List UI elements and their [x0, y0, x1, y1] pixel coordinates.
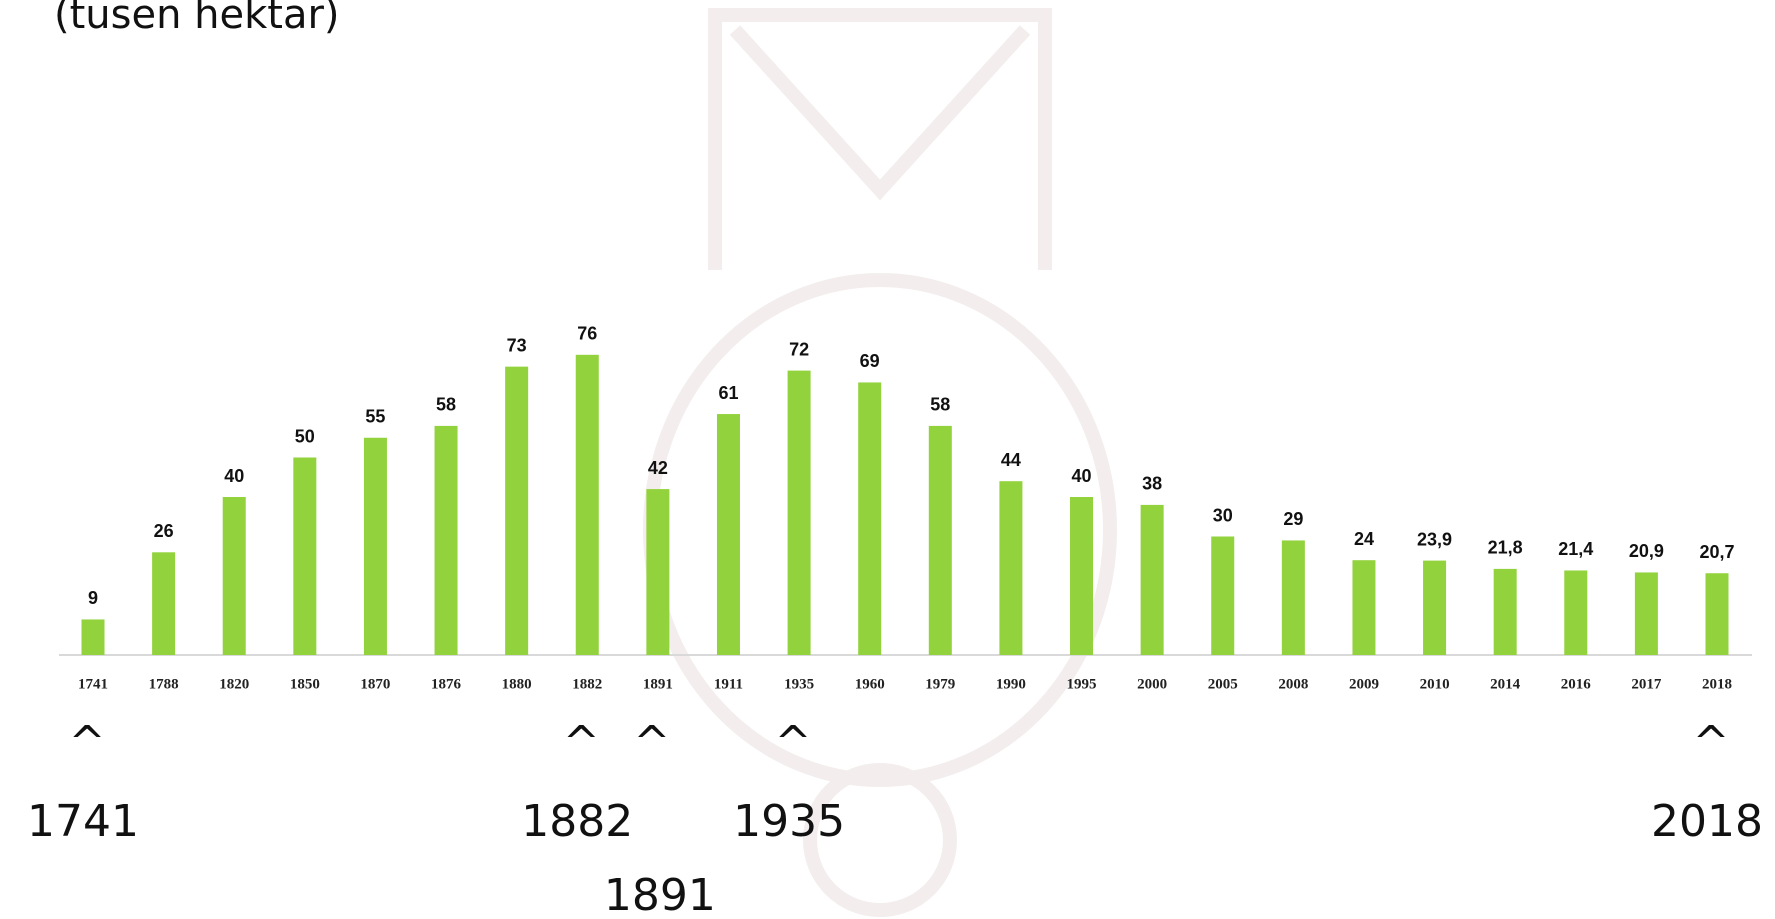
value-label: 61 — [718, 383, 738, 403]
x-tick-label: 1979 — [925, 676, 955, 692]
x-tick-label: 1990 — [996, 676, 1026, 692]
value-label: 20,9 — [1629, 541, 1664, 561]
value-label: 40 — [224, 466, 244, 486]
x-tick-label: 1870 — [360, 676, 390, 692]
x-tick-label: 1880 — [502, 676, 532, 692]
bar — [858, 382, 882, 655]
value-label: 58 — [930, 395, 950, 415]
chart-title: (tusen hektar) — [54, 0, 340, 38]
bar — [1211, 536, 1235, 655]
bar — [434, 425, 458, 655]
annotation-label: 1882 — [521, 796, 633, 847]
bar — [575, 354, 599, 655]
annotation-label: 1935 — [733, 796, 845, 847]
value-label: 69 — [860, 351, 880, 371]
x-tick-label: 1788 — [149, 676, 179, 692]
x-tick-label: 2016 — [1561, 676, 1592, 692]
bar — [1423, 560, 1447, 655]
x-tick-label: 1911 — [714, 676, 743, 692]
value-label: 23,9 — [1417, 529, 1452, 549]
bar — [787, 370, 811, 655]
annotation-marker: ^ — [563, 717, 600, 768]
bar — [293, 457, 317, 655]
value-label: 21,4 — [1558, 539, 1593, 559]
value-label: 50 — [295, 426, 315, 446]
annotation-label: 1891 — [604, 870, 716, 919]
value-label: 40 — [1072, 466, 1092, 486]
value-label: 44 — [1001, 450, 1021, 470]
bar — [1705, 573, 1729, 655]
value-label: 55 — [365, 407, 385, 427]
x-tick-label: 1935 — [784, 676, 814, 692]
value-label: 30 — [1213, 505, 1233, 525]
x-tick-label: 1876 — [431, 676, 462, 692]
value-label: 58 — [436, 395, 456, 415]
annotation-label: 1741 — [27, 796, 139, 847]
annotation-label: 2018 — [1651, 796, 1763, 847]
bar — [1070, 497, 1094, 655]
annotation-marker: ^ — [1693, 717, 1730, 768]
annotation-marker: ^ — [775, 717, 812, 768]
bar — [928, 425, 952, 655]
bar — [1564, 570, 1588, 655]
annotation-marker: ^ — [69, 717, 106, 768]
value-label: 20,7 — [1699, 542, 1734, 562]
x-tick-label: 1891 — [643, 676, 673, 692]
bar — [1634, 572, 1658, 655]
x-tick-label: 1741 — [78, 676, 108, 692]
bar — [152, 552, 176, 655]
bar — [81, 619, 105, 655]
bar — [1140, 504, 1164, 655]
bar — [505, 366, 529, 655]
x-tick-label: 2000 — [1137, 676, 1167, 692]
x-tick-label: 2005 — [1208, 676, 1238, 692]
annotation-marker: ^ — [633, 717, 670, 768]
bar — [646, 489, 670, 655]
value-label: 24 — [1354, 529, 1374, 549]
bar — [222, 497, 246, 655]
x-tick-label: 2010 — [1420, 676, 1450, 692]
value-label: 9 — [88, 588, 98, 608]
value-label: 21,8 — [1488, 538, 1523, 558]
value-label: 42 — [648, 458, 668, 478]
bar — [1281, 540, 1305, 655]
value-label: 76 — [577, 324, 597, 344]
x-tick-label: 2009 — [1349, 676, 1379, 692]
bar — [363, 437, 387, 655]
x-tick-label: 1850 — [290, 676, 320, 692]
x-tick-label: 1820 — [219, 676, 249, 692]
x-tick-label: 2014 — [1490, 676, 1521, 692]
bar — [1493, 568, 1517, 655]
value-label: 26 — [154, 521, 174, 541]
x-tick-label: 1995 — [1067, 676, 1097, 692]
x-tick-label: 1960 — [855, 676, 885, 692]
x-tick-label: 2008 — [1278, 676, 1308, 692]
x-tick-label: 1882 — [572, 676, 602, 692]
value-label: 29 — [1283, 509, 1303, 529]
x-tick-label: 2017 — [1631, 676, 1662, 692]
bar — [716, 414, 740, 655]
value-label: 72 — [789, 339, 809, 359]
x-tick-label: 2018 — [1702, 676, 1732, 692]
bar — [999, 481, 1023, 655]
value-label: 73 — [507, 335, 527, 355]
value-label: 38 — [1142, 474, 1162, 494]
bar — [1352, 560, 1376, 655]
